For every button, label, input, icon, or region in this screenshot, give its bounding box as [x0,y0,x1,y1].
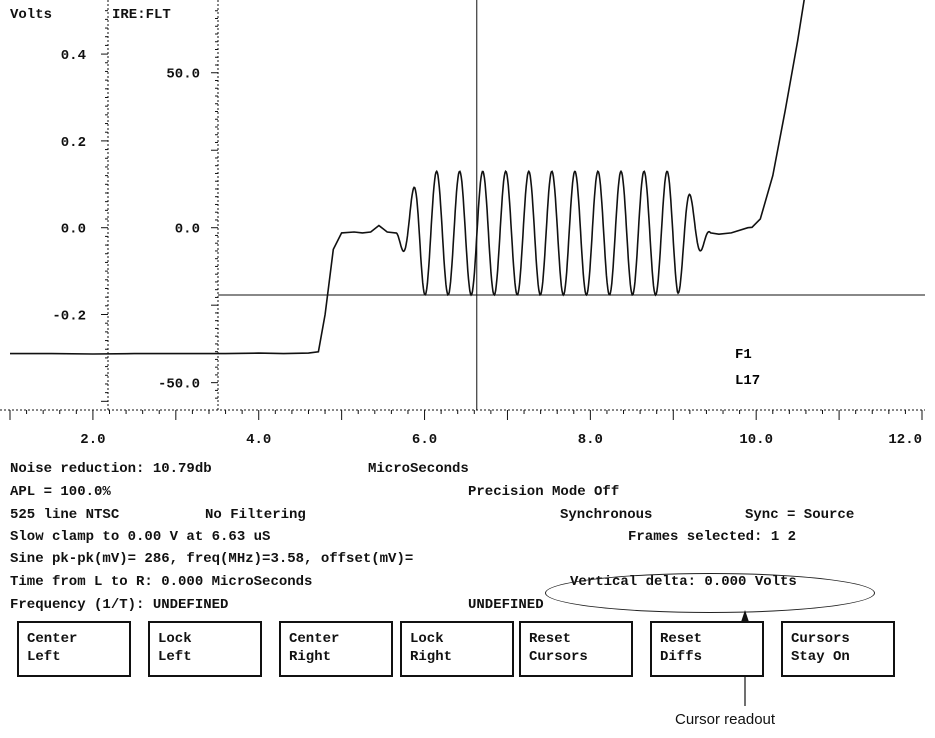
x-tick-label: 6.0 [412,432,437,448]
button-label-line2: Stay On [791,649,850,665]
sync-source-readout: Sync = Source [745,507,855,523]
x-tick-label: 8.0 [578,432,603,448]
button-label-line1: Cursors [791,631,850,647]
x-tick-label: 10.0 [739,432,773,448]
units-readout: MicroSeconds [368,461,469,477]
button-label-line2: Right [410,649,453,665]
x-tick-label: 4.0 [246,432,271,448]
volts-tick-label: 0.0 [61,222,86,238]
noise-reduction-readout: Noise reduction: 10.79db [10,461,212,477]
cursor-readout-highlight [545,573,875,613]
x-tick-label: 2.0 [80,432,105,448]
cursors-stay-on-button[interactable]: Cursors Stay On [781,621,895,677]
button-label-line2: Left [27,649,61,665]
volts-tick-label: 0.4 [61,48,86,64]
ire-tick-label: 50.0 [166,67,200,83]
apl-readout: APL = 100.0% [10,484,111,500]
field-label: F1 [735,347,752,363]
button-label-line1: Lock [410,631,444,647]
reset-cursors-button[interactable]: Reset Cursors [519,621,633,677]
lock-right-button[interactable]: Lock Right [400,621,514,677]
sync-mode-readout: Synchronous [560,507,653,523]
line-standard-readout: 525 line NTSC [10,507,120,523]
ire-tick-label: -50.0 [158,377,200,393]
waveform-trace [10,0,805,355]
lock-left-button[interactable]: Lock Left [148,621,262,677]
center-left-button[interactable]: Center Left [17,621,131,677]
frequency-readout: Frequency (1/T): UNDEFINED [10,597,229,613]
button-label-line2: Diffs [660,649,703,665]
ire-tick-label: 0.0 [175,222,200,238]
button-label-line1: Reset [660,631,703,647]
precision-mode-readout: Precision Mode Off [468,484,620,500]
button-label-line1: Center [27,631,78,647]
time-delta-readout: Time from L to R: 0.000 MicroSeconds [10,574,313,590]
button-label-line1: Lock [158,631,192,647]
button-label-line1: Center [289,631,340,647]
frames-selected-readout: Frames selected: 1 2 [628,529,797,545]
line-number-label: L17 [735,373,760,389]
undefined-readout: UNDEFINED [468,597,544,613]
cursor-readout-caption: Cursor readout [675,711,776,728]
ire-axis-title: IRE:FLT [112,7,171,23]
button-label-line2: Left [158,649,192,665]
filtering-readout: No Filtering [205,507,306,523]
sine-measurement-readout: Sine pk-pk(mV)= 286, freq(MHz)=3.58, off… [10,551,414,567]
volts-tick-label: -0.2 [52,309,86,325]
x-tick-label: 12.0 [888,432,922,448]
axis-labels: Volts IRE:FLT 0.4 0.2 0.0 -0.2 50.0 0.0 -50.0 2.0… [10,7,922,448]
waveform-display: Volts IRE:FLT 0.4 0.2 0.0 -0.2 50.0 0.0 -50.0 2.0… [0,0,925,448]
center-right-button[interactable]: Center Right [279,621,393,677]
button-label-line2: Cursors [529,649,588,665]
reset-diffs-button[interactable]: Reset Diffs [650,621,764,677]
volts-axis-title: Volts [10,7,52,23]
button-label-line2: Right [289,649,332,665]
button-label-line1: Reset [529,631,572,647]
clamp-readout: Slow clamp to 0.00 V at 6.63 uS [10,529,271,545]
volts-tick-label: 0.2 [61,135,86,151]
axes [0,0,925,420]
